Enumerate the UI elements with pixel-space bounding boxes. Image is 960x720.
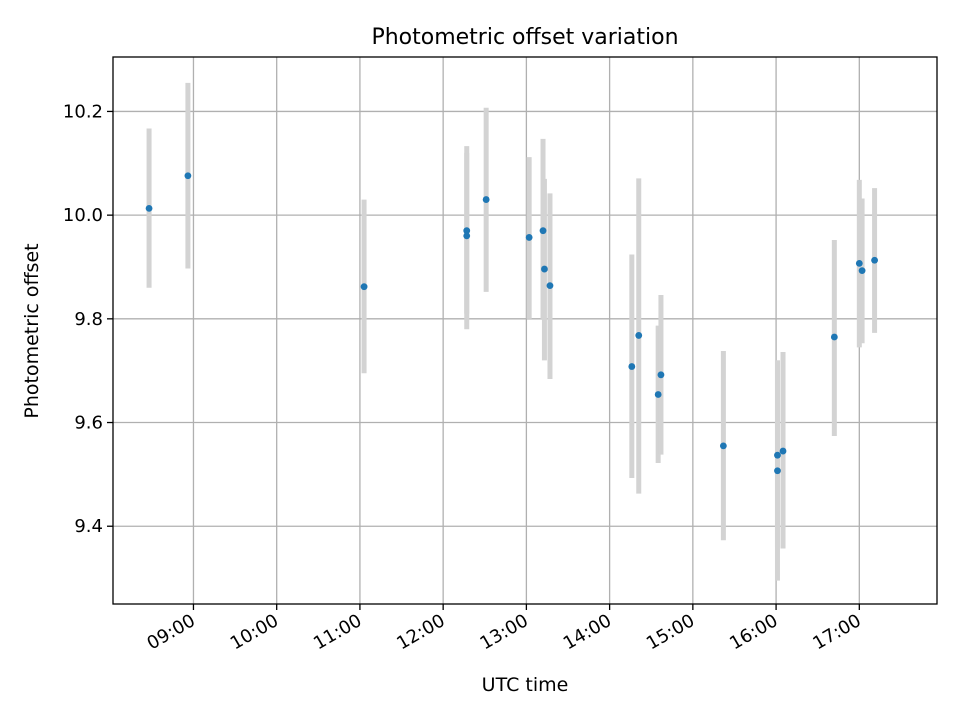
x-tick-label: 17:00: [809, 610, 864, 654]
chart-title: Photometric offset variation: [371, 25, 678, 50]
data-point: [482, 196, 490, 203]
data-point: [774, 451, 781, 459]
data-point: [525, 234, 533, 241]
data-point: [539, 227, 547, 235]
x-tick-label: 14:00: [560, 610, 615, 654]
y-tick-label: 10.2: [63, 101, 103, 122]
y-tick-label: 9.8: [74, 309, 103, 330]
y-tick-label: 9.4: [74, 516, 103, 537]
y-tick-label: 9.6: [74, 413, 103, 434]
data-point: [719, 442, 727, 450]
data-point: [635, 332, 643, 339]
data-point: [654, 391, 662, 398]
y-tick-label: 10.0: [63, 205, 103, 226]
data-point: [855, 259, 863, 267]
x-tick-label: 10:00: [227, 610, 282, 654]
x-tick-label: 16:00: [726, 610, 781, 654]
x-tick-label: 13:00: [476, 610, 531, 654]
data-point: [463, 232, 471, 240]
plot-frame: [112, 56, 938, 605]
x-tick-label: 12:00: [393, 610, 448, 654]
y-axis-ticks: 9.4 9.6 9.8 10.0 10.2: [63, 101, 113, 537]
data-point: [657, 371, 665, 379]
data-point: [145, 204, 153, 212]
x-tick-label: 11:00: [310, 610, 365, 654]
data-point: [463, 227, 471, 235]
data-point: [779, 447, 787, 455]
x-tick-label: 09:00: [144, 610, 199, 654]
x-tick-label: 15:00: [643, 610, 698, 654]
y-axis-label: Photometric offset: [21, 243, 43, 418]
data-point: [871, 256, 878, 264]
data-points: [145, 172, 878, 475]
x-axis-ticks: 09:00 10:00 11:00 12:00 13:00 14:00 15:00 16:00…: [144, 604, 865, 654]
data-point: [858, 267, 866, 275]
data-point: [184, 172, 192, 180]
data-point: [830, 333, 838, 341]
data-point: [628, 363, 636, 370]
data-point: [360, 283, 368, 291]
data-point: [546, 282, 554, 290]
x-axis-label: UTC time: [482, 674, 569, 696]
grid: [113, 57, 937, 604]
error-bars: [146, 82, 878, 581]
data-point: [541, 265, 548, 273]
data-point: [774, 467, 781, 475]
